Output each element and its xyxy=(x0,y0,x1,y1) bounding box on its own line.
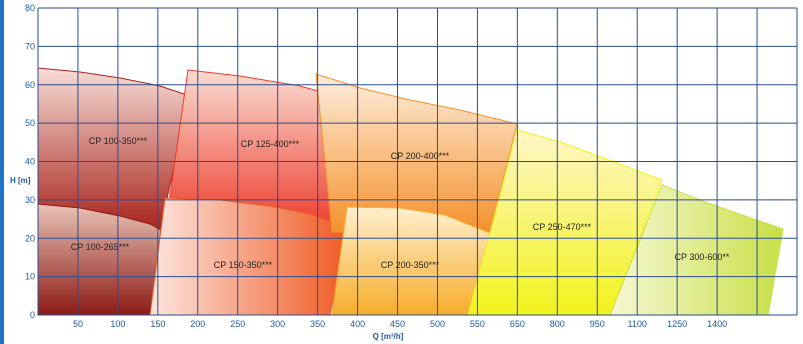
x-tick-label: 650 xyxy=(510,319,525,329)
y-tick-label: 20 xyxy=(25,233,35,243)
x-axis-ticks: 50 100 150 200 250 300 350 400 450 500 550 650 800 95… xyxy=(73,319,727,329)
x-tick-label: 350 xyxy=(310,319,325,329)
y-tick-label: 50 xyxy=(25,118,35,128)
y-tick-label: 40 xyxy=(25,157,35,167)
region-label-cp-150-350: CP 150-350*** xyxy=(214,260,273,270)
region-cp-250-470 xyxy=(467,129,663,316)
y-axis-ticks: 0 10 20 30 40 50 60 70 80 xyxy=(25,3,35,320)
region-label-cp-100-350: CP 100-350*** xyxy=(89,136,148,146)
region-labels: CP 100-350*** CP 100-265*** CP 125-400*** C… xyxy=(71,136,730,270)
x-tick-label: 150 xyxy=(150,319,165,329)
x-tick-label: 300 xyxy=(270,319,285,329)
x-tick-label: 200 xyxy=(190,319,205,329)
x-tick-label: 550 xyxy=(470,319,485,329)
x-tick-label: 500 xyxy=(430,319,445,329)
x-tick-label: 1400 xyxy=(707,319,727,329)
accent-bar xyxy=(0,0,4,344)
x-axis-title: Q [m³/h] xyxy=(373,332,404,341)
region-label-cp-250-470: CP 250-470*** xyxy=(533,222,592,232)
x-tick-label: 50 xyxy=(73,319,83,329)
x-tick-label: 250 xyxy=(230,319,245,329)
y-tick-label: 60 xyxy=(25,80,35,90)
x-tick-label: 1250 xyxy=(667,319,687,329)
y-tick-label: 70 xyxy=(25,41,35,51)
x-tick-label: 1100 xyxy=(628,319,647,329)
y-tick-label: 80 xyxy=(25,3,35,13)
y-tick-label: 30 xyxy=(25,195,35,205)
region-label-cp-300-600: CP 300-600** xyxy=(675,252,730,262)
y-axis-title: H [m] xyxy=(10,176,31,185)
grid xyxy=(37,7,798,316)
region-label-cp-200-400: CP 200-400*** xyxy=(391,151,450,161)
x-tick-label: 100 xyxy=(110,319,125,329)
y-tick-label: 0 xyxy=(30,310,35,320)
x-tick-label: 950 xyxy=(590,319,605,329)
x-tick-label: 400 xyxy=(350,319,365,329)
x-tick-label: 800 xyxy=(550,319,565,329)
region-label-cp-125-400: CP 125-400*** xyxy=(241,139,300,149)
regions xyxy=(37,67,784,316)
x-tick-label: 450 xyxy=(390,319,405,329)
region-label-cp-200-350: CP 200-350*** xyxy=(381,260,440,270)
y-tick-label: 10 xyxy=(25,272,35,282)
region-label-cp-100-265: CP 100-265*** xyxy=(71,242,130,252)
